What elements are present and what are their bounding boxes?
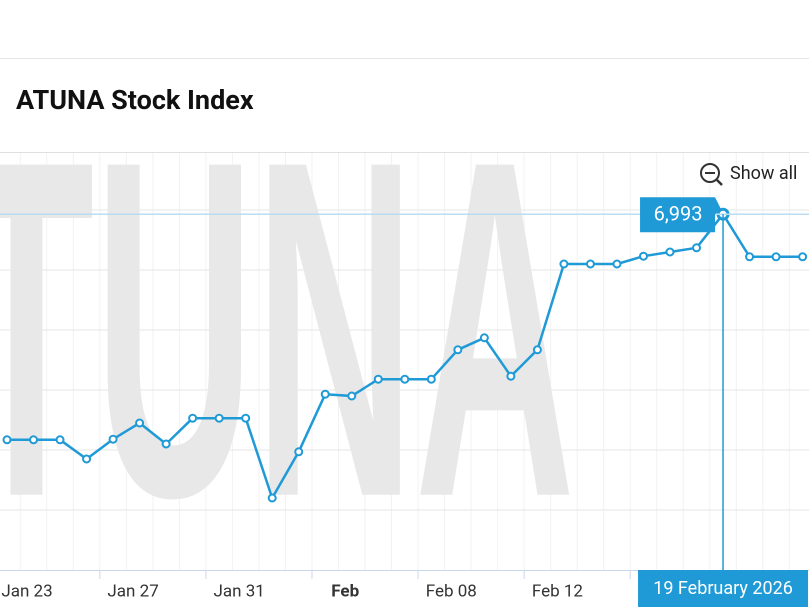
x-tick-label: Jan 23: [1, 581, 52, 601]
x-tick-label: Feb 12: [532, 581, 583, 601]
reset-zoom-label[interactable]: Show all: [730, 163, 797, 184]
point: [665, 247, 675, 257]
x-tick-label: Feb 08: [426, 581, 477, 601]
point: [320, 389, 330, 399]
point: [135, 418, 145, 428]
point: [214, 413, 224, 423]
x-tick-label: Jan 31: [213, 581, 264, 601]
point: [506, 371, 516, 381]
series: [2, 207, 808, 503]
point: [479, 333, 489, 343]
point: [532, 345, 542, 355]
point: [453, 345, 463, 355]
x-tick-label: Feb: [331, 581, 359, 601]
zoom-out-icon-handle: [716, 179, 723, 186]
point: [745, 252, 755, 262]
point: [267, 493, 277, 503]
tooltip-box: [640, 197, 722, 233]
point: [294, 447, 304, 457]
point: [55, 435, 65, 445]
point: [2, 435, 12, 445]
chart-title: ATUNA Stock Index: [16, 84, 254, 116]
point: [559, 259, 569, 269]
point: [585, 259, 595, 269]
point: [161, 439, 171, 449]
zoom-out-icon: [700, 163, 720, 183]
point: [400, 374, 410, 384]
point: [692, 243, 702, 253]
point: [638, 251, 648, 261]
point: [82, 454, 92, 464]
point: [373, 374, 383, 384]
watermark: ATUNA: [0, 60, 575, 597]
point: [108, 434, 118, 444]
point: [771, 252, 781, 262]
tooltip: 6,993 19 February 2026: [0, 197, 809, 607]
point: [241, 413, 251, 423]
point: [188, 413, 198, 423]
x-tick-label: Jan 27: [107, 581, 158, 601]
reset-zoom-button[interactable]: Show all: [700, 163, 797, 186]
point: [798, 252, 808, 262]
point: [347, 391, 357, 401]
crosshair-label-box: [638, 570, 809, 607]
tooltip-value: 6,993: [654, 201, 703, 225]
point: [612, 259, 622, 269]
point: [29, 435, 39, 445]
crosshair-label: 19 February 2026: [653, 578, 793, 599]
point: [426, 374, 436, 384]
